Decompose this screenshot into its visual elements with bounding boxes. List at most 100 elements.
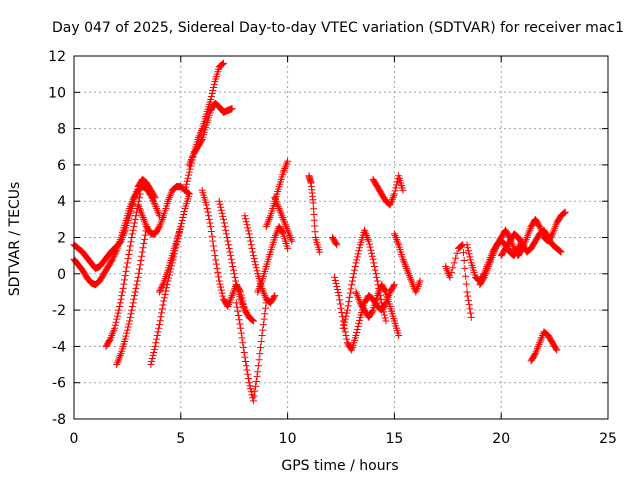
data-point-interp bbox=[113, 312, 121, 320]
data-point-interp bbox=[239, 344, 247, 352]
data-point-interp bbox=[509, 243, 517, 251]
data-point-interp bbox=[124, 323, 132, 331]
data-point-interp bbox=[127, 238, 135, 246]
data-point-interp bbox=[536, 337, 544, 345]
data-point-interp bbox=[524, 230, 532, 238]
data-point bbox=[138, 212, 146, 220]
data-point-interp bbox=[453, 249, 461, 257]
data-point bbox=[211, 252, 219, 260]
data-point-interp bbox=[156, 286, 164, 294]
data-point-interp bbox=[342, 332, 350, 340]
data-point-interp bbox=[282, 223, 290, 231]
data-point-interp bbox=[229, 290, 237, 298]
data-point-interp bbox=[240, 348, 248, 356]
data-point-interp bbox=[126, 313, 134, 321]
data-point bbox=[237, 295, 245, 303]
data-point-interp bbox=[180, 207, 188, 215]
data-point-interp bbox=[230, 270, 238, 278]
data-point-interp bbox=[341, 318, 349, 326]
data-point-interp bbox=[120, 230, 128, 238]
data-point-interp bbox=[184, 174, 192, 182]
data-point-interp bbox=[203, 204, 211, 212]
data-point-interp bbox=[250, 255, 258, 263]
data-point bbox=[523, 234, 531, 241]
data-point-interp bbox=[392, 184, 400, 192]
data-point-interp bbox=[158, 309, 166, 317]
data-point-interp bbox=[449, 264, 457, 272]
data-point-interp bbox=[118, 288, 126, 296]
data-point-interp bbox=[393, 181, 401, 189]
data-point-interp bbox=[343, 335, 351, 343]
data-point-interp bbox=[537, 335, 545, 343]
data-point-interp bbox=[185, 189, 193, 197]
data-point-interp bbox=[479, 275, 487, 283]
x-tick-labels: 0 5 10 15 20 25 bbox=[70, 431, 617, 447]
data-point-interp bbox=[242, 358, 250, 366]
x-tick-label: 10 bbox=[279, 431, 297, 447]
data-point bbox=[407, 277, 415, 285]
data-point-interp bbox=[156, 317, 164, 325]
data-point bbox=[108, 255, 116, 263]
data-point-interp bbox=[532, 348, 540, 356]
data-point-interp bbox=[371, 266, 379, 274]
data-point-interp bbox=[120, 280, 128, 288]
data-point-interp bbox=[485, 261, 493, 269]
data-point-interp bbox=[126, 246, 134, 254]
data-point-interp bbox=[148, 355, 156, 362]
data-point-interp bbox=[121, 228, 129, 236]
data-point bbox=[228, 259, 236, 267]
data-point-interp bbox=[443, 266, 451, 274]
data-point-interp bbox=[187, 157, 195, 165]
data-point-interp bbox=[217, 203, 225, 211]
data-point-interp bbox=[247, 237, 255, 245]
data-point bbox=[224, 237, 232, 245]
data-point-interp bbox=[136, 261, 144, 269]
data-point bbox=[548, 230, 556, 238]
data-point-interp bbox=[243, 366, 251, 374]
data-point bbox=[106, 335, 114, 343]
data-point-interp bbox=[392, 234, 400, 241]
data-point-interp bbox=[247, 388, 255, 396]
data-point bbox=[378, 299, 386, 307]
data-point-interp bbox=[556, 247, 564, 255]
data-point-interp bbox=[158, 283, 166, 291]
data-point bbox=[126, 317, 134, 325]
data-point-interp bbox=[137, 208, 145, 216]
data-point-interp bbox=[121, 276, 129, 284]
data-point-interp bbox=[150, 348, 158, 356]
data-point bbox=[339, 324, 347, 332]
data-point-interp bbox=[150, 199, 158, 207]
data-point-interp bbox=[279, 214, 287, 222]
data-point-interp bbox=[126, 242, 134, 250]
data-point-interp bbox=[236, 320, 244, 328]
data-point-interp bbox=[248, 316, 256, 324]
data-point-interp bbox=[217, 286, 225, 294]
data-point-interp bbox=[207, 227, 215, 235]
data-point-interp bbox=[185, 171, 193, 179]
data-point-interp bbox=[284, 228, 292, 236]
data-point-interp bbox=[337, 304, 345, 312]
data-point-interp bbox=[159, 280, 167, 288]
data-point-interp bbox=[139, 214, 147, 222]
data-point-interp bbox=[259, 321, 267, 329]
data-point-interp bbox=[186, 165, 194, 173]
data-point bbox=[348, 281, 356, 289]
data-point bbox=[185, 168, 193, 176]
data-point-interp bbox=[368, 249, 376, 257]
data-point-interp bbox=[538, 333, 546, 341]
data-point bbox=[147, 361, 155, 369]
data-point bbox=[536, 223, 544, 231]
data-point-interp bbox=[353, 328, 361, 336]
data-point-interp bbox=[408, 279, 416, 287]
data-point-interp bbox=[219, 212, 227, 220]
data-point-interp bbox=[110, 252, 118, 260]
data-point-interp bbox=[351, 263, 359, 271]
data-point-interp bbox=[281, 219, 289, 227]
data-point-interp bbox=[247, 241, 255, 249]
data-point-interp bbox=[116, 239, 124, 247]
data-point-interp bbox=[117, 295, 125, 303]
data-point bbox=[284, 244, 292, 252]
data-point-interp bbox=[165, 195, 173, 203]
data-point-interp bbox=[255, 284, 263, 292]
data-point-interp bbox=[280, 217, 288, 225]
